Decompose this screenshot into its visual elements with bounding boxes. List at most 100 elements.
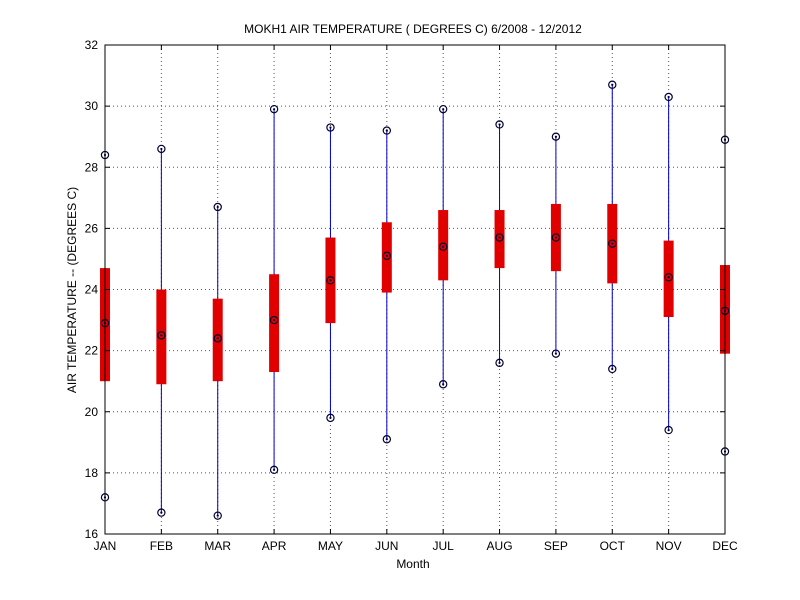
max-marker [495, 120, 504, 129]
min-marker [495, 358, 504, 368]
x-tick-label: FEB [150, 539, 173, 553]
max-marker-dot [216, 205, 219, 209]
min-marker [438, 380, 448, 389]
box-group-jul [438, 104, 449, 389]
box-group-oct [607, 80, 618, 374]
min-marker [213, 511, 222, 520]
median-marker [382, 251, 392, 261]
max-marker [608, 80, 617, 89]
box-group-apr [269, 104, 280, 475]
box-group-mar [212, 202, 223, 520]
box-group-aug [494, 120, 505, 368]
min-marker [664, 425, 673, 435]
iqr-box [212, 298, 223, 382]
min-marker [157, 508, 166, 517]
box-group-nov [663, 92, 674, 435]
y-tick-label: 32 [85, 38, 99, 52]
max-marker-dot [554, 135, 558, 138]
median-marker-dot [611, 242, 614, 245]
max-marker-dot [611, 83, 614, 86]
box-group-sep [550, 132, 561, 358]
min-marker-dot [667, 428, 670, 432]
median-marker-dot [442, 245, 445, 248]
median-marker [269, 315, 279, 325]
min-marker-dot [160, 511, 163, 514]
x-tick-label: JUL [433, 539, 455, 553]
x-tick-label: DEC [712, 539, 738, 553]
median-marker [495, 233, 504, 242]
y-axis-label: AIR TEMPERATURE -- (DEGREES C) [65, 187, 79, 393]
min-marker-dot [385, 438, 388, 441]
max-marker-dot [667, 95, 670, 99]
y-tick-label: 26 [85, 221, 99, 235]
y-tick-label: 24 [85, 283, 99, 297]
x-tick-label: MAY [318, 539, 343, 553]
median-marker [213, 334, 222, 343]
max-marker [551, 132, 561, 141]
max-marker-dot [160, 147, 163, 151]
x-axis-label: Month [396, 557, 429, 571]
max-marker [326, 123, 335, 132]
x-tick-label: SEP [544, 539, 568, 553]
median-marker-dot [329, 279, 332, 282]
min-marker [551, 349, 561, 358]
max-marker [157, 144, 166, 154]
median-marker [664, 273, 673, 282]
iqr-box [438, 210, 449, 281]
y-tick-label: 22 [85, 344, 99, 358]
median-marker [157, 331, 166, 340]
max-marker [382, 126, 392, 135]
min-marker-dot [216, 514, 219, 517]
min-marker-dot [554, 352, 558, 355]
box-group-jun [381, 126, 392, 444]
max-marker-dot [385, 129, 388, 132]
min-marker [608, 364, 617, 374]
median-marker [551, 233, 561, 242]
median-marker-dot [160, 334, 163, 337]
max-marker-dot [272, 108, 276, 111]
max-marker-dot [498, 123, 501, 126]
min-marker-dot [611, 367, 614, 371]
median-marker [608, 239, 617, 248]
y-tick-label: 20 [85, 405, 99, 419]
median-marker [438, 242, 448, 251]
median-marker-dot [216, 337, 219, 340]
max-marker [269, 104, 279, 114]
iqr-box [381, 222, 392, 293]
min-marker [269, 465, 279, 475]
box-group-feb [156, 144, 167, 517]
median-marker [326, 276, 335, 285]
x-tick-label: AUG [487, 539, 513, 553]
min-marker [326, 413, 335, 423]
y-tick-label: 16 [85, 527, 99, 541]
max-marker [438, 104, 448, 114]
median-marker-dot [554, 236, 558, 239]
min-marker [382, 435, 392, 444]
x-tick-label: NOV [656, 539, 682, 553]
x-tick-label: JAN [94, 539, 117, 553]
iqr-box [494, 210, 505, 269]
x-tick-label: JUN [375, 539, 398, 553]
grid-layer [105, 45, 725, 534]
x-tick-label: APR [262, 539, 287, 553]
max-marker [213, 202, 222, 212]
max-marker-dot [442, 108, 445, 111]
min-marker-dot [498, 361, 501, 364]
max-marker-dot [329, 126, 332, 129]
x-tick-label: OCT [600, 539, 626, 553]
tick-layer: 16 18 20 22 24 26 28 30 32 JAN FEB MAR APR MAY JUN JUL A… [85, 38, 738, 553]
min-marker-dot [329, 416, 332, 419]
min-marker-dot [272, 468, 276, 471]
iqr-box [156, 289, 167, 385]
y-tick-label: 18 [85, 466, 99, 480]
box-layer [100, 80, 730, 520]
median-marker-dot [385, 254, 388, 257]
chart-title: MOKH1 AIR TEMPERATURE ( DEGREES C) 6/200… [244, 22, 582, 36]
min-marker-dot [442, 383, 445, 386]
y-tick-label: 28 [85, 160, 99, 174]
median-marker-dot [498, 236, 501, 239]
box-group-may [325, 123, 336, 423]
x-tick-label: MAR [204, 539, 231, 553]
y-tick-label: 30 [85, 99, 99, 113]
